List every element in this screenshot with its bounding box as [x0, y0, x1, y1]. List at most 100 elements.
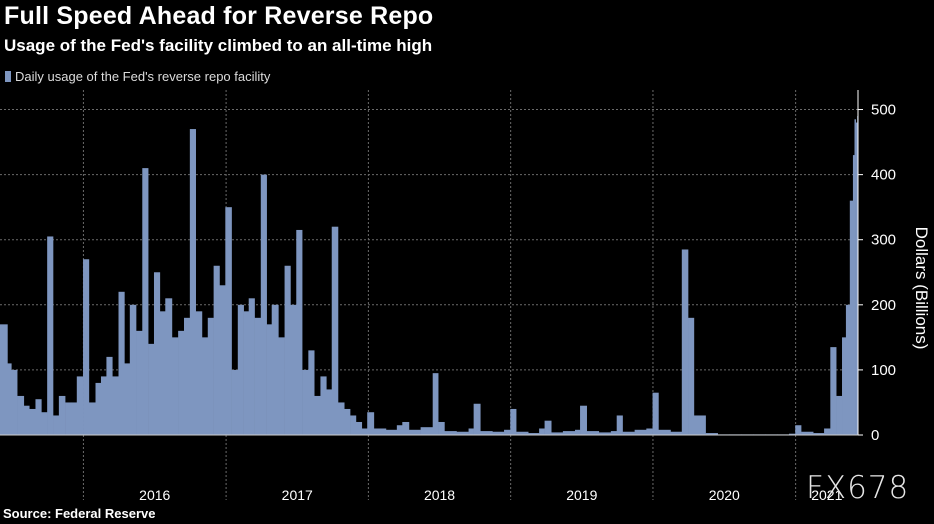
bar [183, 317, 191, 435]
y-tick-label: 300 [871, 232, 896, 249]
bar [129, 304, 137, 435]
bar [688, 317, 695, 435]
x-tick-label: 2017 [282, 487, 313, 503]
bar [539, 428, 545, 435]
bar [278, 337, 285, 435]
chart-title: Full Speed Ahead for Reverse Repo [4, 2, 434, 30]
bar [243, 311, 250, 435]
bar [854, 119, 856, 435]
bar [350, 415, 357, 435]
bar [705, 433, 718, 435]
bar [845, 304, 851, 435]
y-tick-label: 0 [871, 427, 879, 444]
bar [396, 425, 403, 435]
bar [402, 421, 410, 435]
bar [153, 272, 161, 435]
bar [504, 429, 511, 435]
bar [225, 207, 232, 435]
bar [314, 395, 321, 435]
bar [438, 421, 445, 435]
bar [83, 259, 90, 435]
bar [7, 363, 12, 435]
y-tick-label: 500 [871, 102, 896, 119]
bar [337, 402, 345, 435]
bar [65, 402, 72, 435]
bar [284, 265, 291, 435]
bar [231, 369, 239, 435]
bar [634, 429, 647, 435]
bar [70, 402, 78, 435]
bar [271, 304, 279, 435]
bar [178, 330, 185, 435]
bar [118, 291, 125, 435]
bar [693, 415, 706, 435]
bar [795, 425, 802, 435]
bar [290, 304, 297, 435]
bar [326, 389, 333, 435]
legend-swatch [5, 71, 11, 82]
bar [95, 382, 102, 435]
bar [789, 433, 796, 435]
bar [320, 376, 327, 435]
bar [106, 356, 113, 435]
bar [408, 429, 421, 435]
bar [248, 298, 255, 435]
bar [842, 337, 847, 435]
bar [260, 174, 267, 436]
bar [165, 298, 173, 435]
bar [88, 402, 96, 435]
bar [836, 395, 843, 435]
bar [551, 432, 564, 435]
bar [528, 433, 540, 435]
bar [195, 311, 203, 435]
bar [432, 373, 439, 435]
bar [813, 433, 825, 435]
bar [53, 415, 60, 435]
bar [76, 376, 84, 435]
bar [367, 412, 375, 435]
x-axis: 2016 2017 2018 2019 2020 2021 [0, 434, 858, 503]
bar [344, 408, 351, 435]
bar [23, 405, 30, 435]
bar [201, 337, 209, 435]
bar [58, 395, 66, 435]
bar [516, 431, 529, 435]
legend-label: Daily usage of the Fed's reverse repo fa… [15, 69, 271, 84]
bar [254, 317, 262, 435]
bar [652, 392, 659, 435]
watermark: FX678 [806, 470, 910, 506]
x-tick-label: 2021 [811, 487, 842, 503]
bar [855, 122, 858, 435]
bar [385, 429, 398, 435]
bar [213, 265, 220, 435]
bar [456, 431, 469, 435]
x-tick-label: 2018 [424, 487, 455, 503]
bar [136, 330, 143, 435]
bar [646, 428, 653, 435]
bar [562, 431, 576, 435]
bar [580, 405, 587, 435]
bar [237, 304, 244, 435]
bar [658, 429, 671, 435]
bar [574, 429, 581, 435]
bar [510, 408, 517, 435]
bar [616, 415, 623, 435]
bar [124, 363, 131, 435]
bar [598, 432, 612, 435]
bar [480, 431, 493, 435]
bars [0, 116, 859, 436]
bar [219, 285, 226, 435]
legend: Daily usage of the Fed's reverse repo fa… [5, 69, 270, 84]
bar [852, 155, 855, 435]
y-tick-label: 200 [871, 297, 896, 314]
bar [610, 431, 617, 435]
bar [29, 408, 36, 435]
bar [17, 395, 25, 435]
source-note: Source: Federal Reserve [3, 506, 156, 521]
bar [830, 347, 837, 435]
bar [544, 420, 552, 435]
bar [0, 324, 8, 435]
bar [373, 428, 387, 435]
bar [142, 168, 149, 435]
